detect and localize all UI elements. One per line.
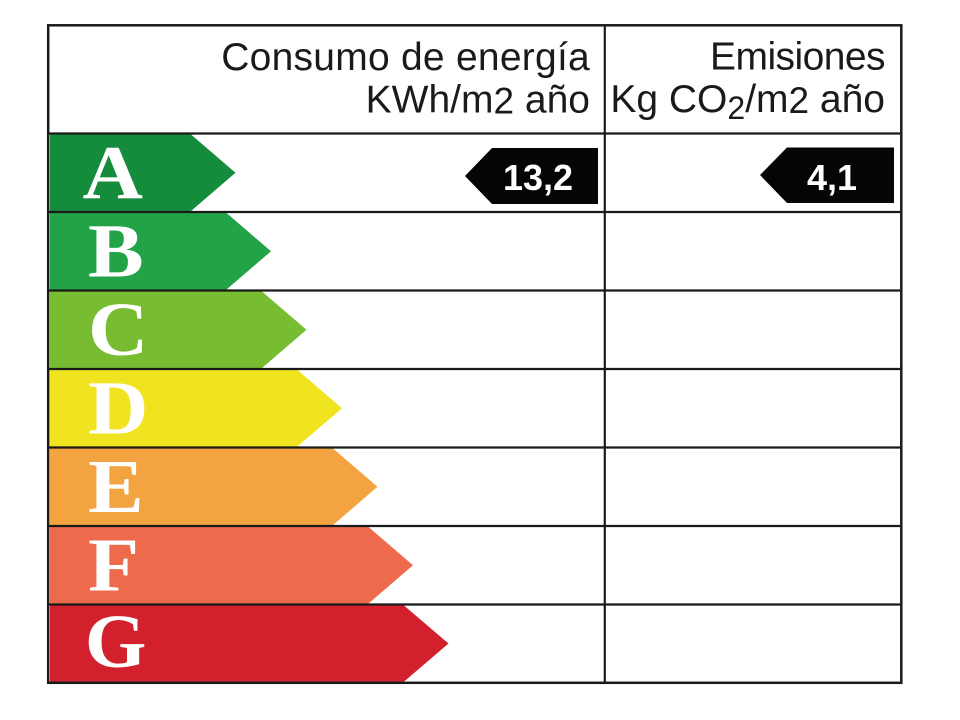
svg-text:Kg CO2/m2 año: Kg CO2/m2 año [610,78,885,126]
svg-text:4,1: 4,1 [807,157,857,198]
svg-text:F: F [88,524,139,608]
svg-text:Emisiones: Emisiones [710,36,885,79]
svg-text:KWh/m2 año: KWh/m2 año [366,79,590,122]
svg-text:E: E [88,445,144,529]
svg-text:G: G [85,599,146,683]
svg-text:C: C [88,288,148,372]
svg-text:13,2: 13,2 [503,157,573,198]
svg-text:A: A [83,131,144,215]
svg-text:B: B [88,210,144,294]
svg-text:Consumo de energía: Consumo de energía [221,36,590,79]
svg-text:D: D [88,367,148,451]
